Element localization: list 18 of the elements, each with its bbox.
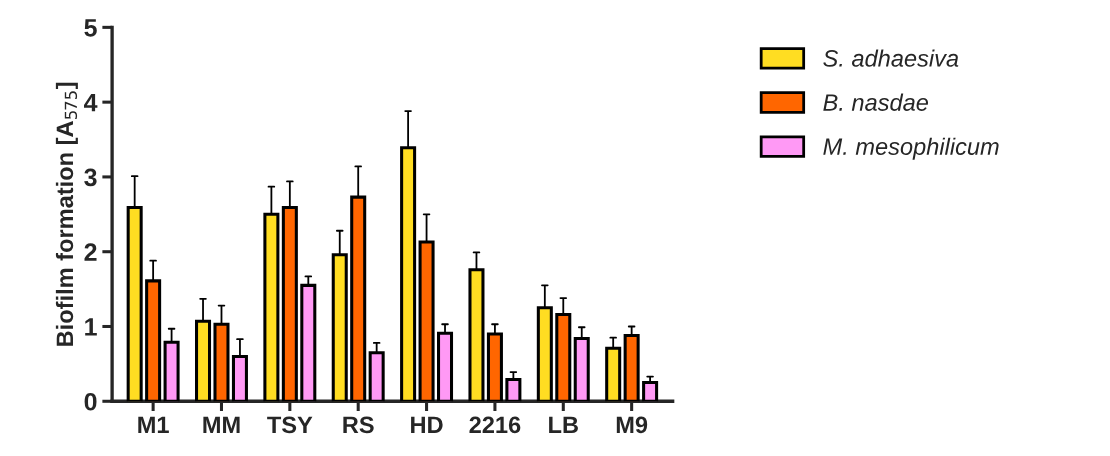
y-axis-title: Biofilm formation [A$_{575}$] [55,82,78,346]
y-tick-label: 5 [84,19,97,37]
y-tick-label: 4 [84,94,98,112]
legend-label: B. nasdae [823,93,929,111]
y-tick-label: 1 [85,318,97,336]
x-tick-label: MM [203,416,240,433]
legend-label: M. mesophilicum [823,137,999,160]
x-tick-label: HD [411,416,443,433]
y-tick-label: 3 [84,168,97,187]
x-tick-label: LB [549,416,578,433]
x-tick-label: M1 [138,416,169,433]
legend-label: S. adhaesiva [823,49,959,67]
y-tick-label: 2 [84,243,97,261]
x-tick-label: M9 [616,416,648,434]
x-tick-label: TSY [267,416,313,434]
x-tick-label: 2216 [469,416,521,434]
x-tick-label: RS [343,416,374,434]
y-tick-label: 0 [84,392,97,411]
